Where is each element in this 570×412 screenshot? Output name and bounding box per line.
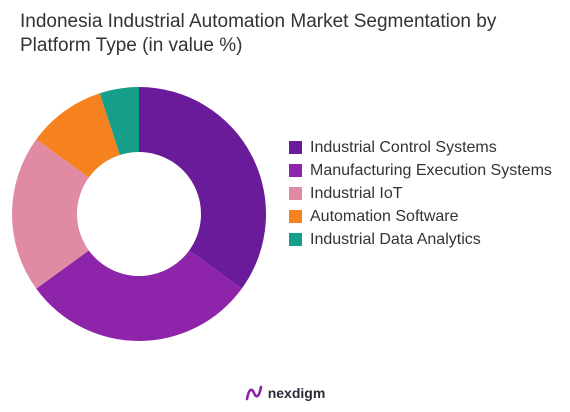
legend-swatch [289, 164, 302, 177]
legend-label: Automation Software [310, 208, 459, 225]
legend-label: Industrial IoT [310, 185, 403, 202]
donut-slice-manufacturing-execution-systems [36, 250, 242, 341]
chart-title: Indonesia Industrial Automation Market S… [20, 11, 497, 56]
donut-chart [12, 87, 266, 341]
legend-label: Industrial Data Analytics [310, 231, 481, 248]
nexdigm-logo-icon [245, 385, 263, 401]
legend-swatch [289, 141, 302, 154]
legend-item: Automation Software [289, 206, 559, 227]
donut-slice-automation-software [36, 93, 120, 178]
legend-item: Industrial IoT [289, 183, 559, 204]
chart-legend: Industrial Control Systems Manufacturing … [289, 137, 559, 252]
donut-slice-industrial-control-systems [139, 87, 266, 289]
donut-slice-industrial-iot [12, 139, 89, 289]
legend-item: Industrial Data Analytics [289, 229, 559, 250]
legend-item: Manufacturing Execution Systems [289, 160, 559, 181]
legend-item: Industrial Control Systems [289, 137, 559, 158]
legend-swatch [289, 187, 302, 200]
legend-swatch [289, 233, 302, 246]
brand-name: nexdigm [267, 385, 326, 401]
legend-label: Manufacturing Execution Systems [310, 162, 552, 179]
brand-logo: nexdigm [0, 384, 570, 402]
legend-label: Industrial Control Systems [310, 139, 497, 156]
legend-swatch [289, 210, 302, 223]
donut-slice-industrial-data-analytics [99, 87, 139, 156]
